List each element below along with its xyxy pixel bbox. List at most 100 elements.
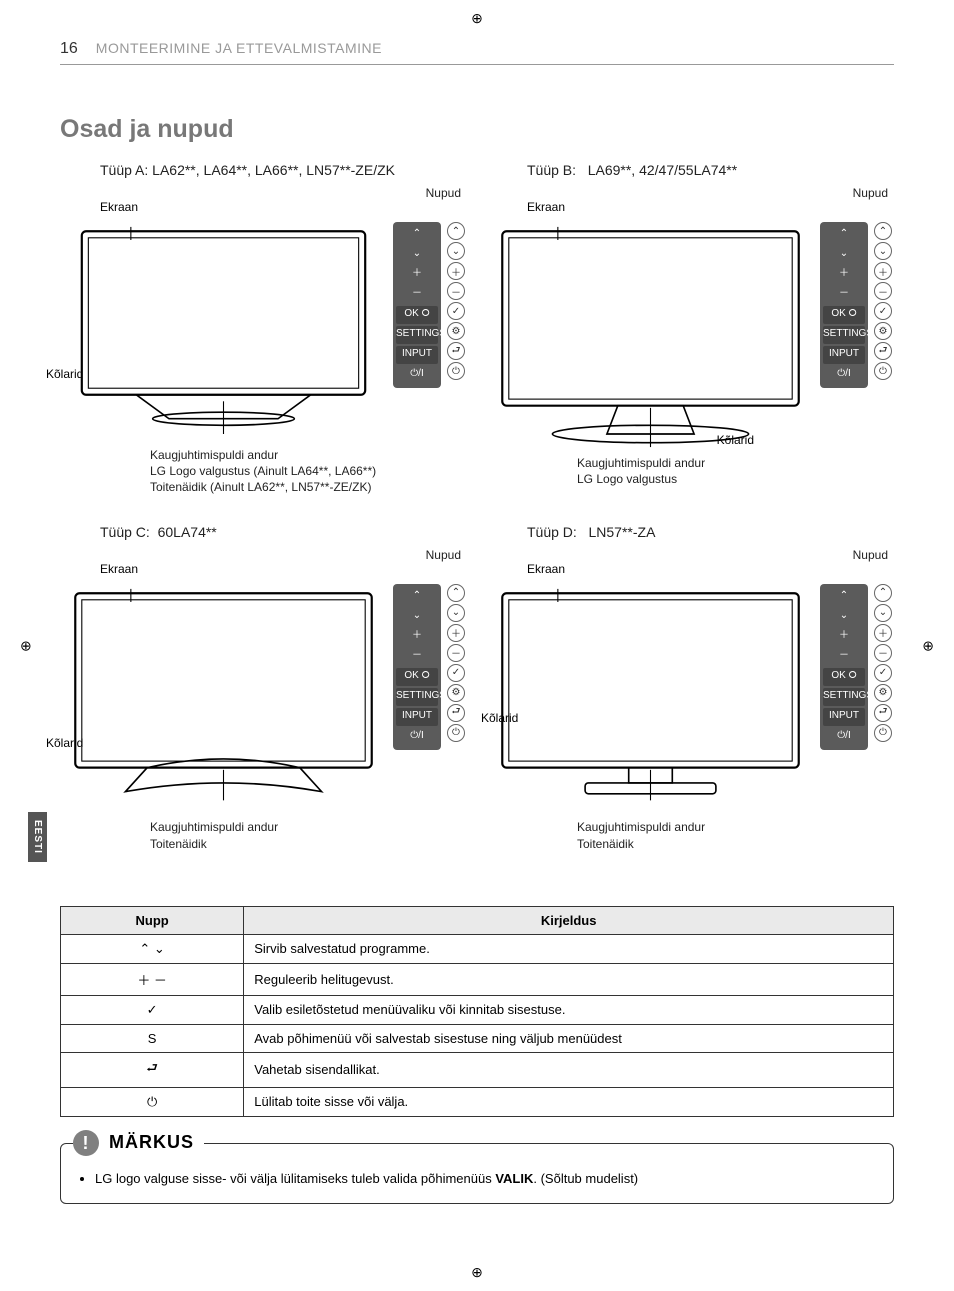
lead-settings-icon: ⚙ bbox=[447, 322, 465, 340]
tv-c-illustration bbox=[60, 578, 387, 807]
btn-settings: SETTINGS bbox=[823, 688, 865, 706]
type-a-ekraan: Ekraan bbox=[60, 200, 387, 214]
type-a-nupud: Nupud bbox=[60, 186, 467, 200]
lead-power-icon: ⏻ bbox=[447, 724, 465, 742]
cell-desc: Sirvib salvestatud programme. bbox=[244, 934, 894, 963]
type-c-models: 60LA74** bbox=[158, 524, 217, 540]
note-icon: ! bbox=[73, 1130, 99, 1156]
type-b-below-2: LG Logo valgustus bbox=[577, 471, 894, 487]
leader-col-a: ⌃ ⌄ ＋ － ✓ ⚙ ⮐ ⏻ bbox=[447, 222, 467, 380]
btn-up: ⌃ bbox=[823, 588, 865, 606]
type-d-below-2: Toitenäidik bbox=[577, 836, 894, 852]
leader-col-b: ⌃ ⌄ ＋ － ✓ ⚙ ⮐ ⏻ bbox=[874, 222, 894, 380]
table-row: ⮐ Vahetab sisendallikat. bbox=[61, 1052, 894, 1087]
type-d-nupud: Nupud bbox=[487, 548, 894, 562]
btn-plus: ＋ bbox=[823, 628, 865, 646]
type-b-ekraan: Ekraan bbox=[487, 200, 814, 214]
btn-down: ⌄ bbox=[396, 246, 438, 264]
btn-minus: － bbox=[396, 286, 438, 304]
type-a-block: Tüüp A: LA62**, LA64**, LA66**, LN57**-Z… bbox=[60, 162, 467, 496]
btn-power: ⏻/I bbox=[823, 366, 865, 384]
type-d-kolarid: Kõlarid bbox=[481, 711, 518, 725]
cell-desc: Reguleerib helitugevust. bbox=[244, 963, 894, 995]
type-d-below: Kaugjuhtimispuldi andur Toitenäidik bbox=[487, 819, 894, 851]
lead-plus-icon: ＋ bbox=[874, 624, 892, 642]
btn-up: ⌃ bbox=[823, 226, 865, 244]
type-b-label: Tüüp B: LA69**, 42/47/55LA74** bbox=[487, 162, 894, 178]
button-column-c: ⌃ ⌄ ＋ － OK ⭘ SETTINGS INPUT ⏻/I bbox=[393, 584, 441, 750]
type-d-prefix: Tüüp D: bbox=[527, 524, 577, 540]
type-d-ekraan: Ekraan bbox=[487, 562, 814, 576]
cell-icon: ✓ bbox=[61, 995, 244, 1024]
th-nupp: Nupp bbox=[61, 906, 244, 934]
lead-up-icon: ⌃ bbox=[874, 222, 892, 240]
cell-desc: Vahetab sisendallikat. bbox=[244, 1052, 894, 1087]
tv-a-illustration bbox=[60, 216, 387, 434]
btn-up: ⌃ bbox=[396, 226, 438, 244]
btn-plus: ＋ bbox=[396, 628, 438, 646]
lead-down-icon: ⌄ bbox=[874, 604, 892, 622]
btn-down: ⌄ bbox=[823, 608, 865, 626]
type-c-prefix: Tüüp C: bbox=[100, 524, 150, 540]
type-c-block: Tüüp C: 60LA74** Nupud Ekraan Kõlarid bbox=[60, 524, 467, 852]
btn-down: ⌄ bbox=[823, 246, 865, 264]
lead-up-icon: ⌃ bbox=[447, 584, 465, 602]
type-a-below-3: Toitenäidik (Ainult LA62**, LN57**-ZE/ZK… bbox=[150, 479, 467, 495]
lead-plus-icon: ＋ bbox=[874, 262, 892, 280]
lead-settings-icon: ⚙ bbox=[447, 684, 465, 702]
lead-ok-icon: ✓ bbox=[447, 664, 465, 682]
lead-input-icon: ⮐ bbox=[874, 704, 892, 722]
type-a-kolarid: Kõlarid bbox=[46, 367, 83, 381]
lead-down-icon: ⌄ bbox=[447, 242, 465, 260]
lead-power-icon: ⏻ bbox=[874, 362, 892, 380]
btn-ok: OK ⭘ bbox=[396, 306, 438, 324]
type-a-prefix: Tüüp A: bbox=[100, 162, 148, 178]
btn-input: INPUT bbox=[823, 346, 865, 364]
btn-input: INPUT bbox=[823, 708, 865, 726]
type-a-below: Kaugjuhtimispuldi andur LG Logo valgustu… bbox=[60, 447, 467, 496]
button-column-a: ⌃ ⌄ ＋ － OK ⭘ SETTINGS INPUT ⏻/I bbox=[393, 222, 441, 388]
note-item: LG logo valguse sisse- või välja lülitam… bbox=[95, 1170, 877, 1189]
lead-plus-icon: ＋ bbox=[447, 624, 465, 642]
btn-ok: OK ⭘ bbox=[823, 306, 865, 324]
table-row: ＋ － Reguleerib helitugevust. bbox=[61, 963, 894, 995]
type-d-below-1: Kaugjuhtimispuldi andur bbox=[577, 819, 894, 835]
type-b-nupud: Nupud bbox=[487, 186, 894, 200]
table-row: ⏻ Lülitab toite sisse või välja. bbox=[61, 1087, 894, 1116]
lead-input-icon: ⮐ bbox=[447, 704, 465, 722]
type-a-below-1: Kaugjuhtimispuldi andur bbox=[150, 447, 467, 463]
cell-icon: ＋ － bbox=[61, 963, 244, 995]
lead-up-icon: ⌃ bbox=[447, 222, 465, 240]
type-d-block: Tüüp D: LN57**-ZA Nupud Ekraan Kõlarid bbox=[487, 524, 894, 852]
lead-ok-icon: ✓ bbox=[447, 302, 465, 320]
page-number: 16 bbox=[60, 40, 78, 58]
page-body: 16 MONTEERIMINE JA ETTEVALMISTAMINE Osad… bbox=[0, 0, 954, 1244]
btn-minus: － bbox=[823, 286, 865, 304]
btn-down: ⌄ bbox=[396, 608, 438, 626]
type-a-label: Tüüp A: LA62**, LA64**, LA66**, LN57**-Z… bbox=[60, 162, 467, 178]
tv-b-illustration bbox=[487, 216, 814, 456]
types-grid: Tüüp A: LA62**, LA64**, LA66**, LN57**-Z… bbox=[60, 162, 894, 880]
btn-input: INPUT bbox=[396, 708, 438, 726]
note-box: ! MÄRKUS LG logo valguse sisse- või välj… bbox=[60, 1143, 894, 1204]
type-c-ekraan: Ekraan bbox=[60, 562, 387, 576]
type-b-block: Tüüp B: LA69**, 42/47/55LA74** Nupud Ekr… bbox=[487, 162, 894, 496]
description-table: Nupp Kirjeldus ⌃ ⌄ Sirvib salvestatud pr… bbox=[60, 906, 894, 1117]
note-list: LG logo valguse sisse- või välja lülitam… bbox=[77, 1170, 877, 1189]
lead-settings-icon: ⚙ bbox=[874, 684, 892, 702]
btn-settings: SETTINGS bbox=[396, 688, 438, 706]
btn-settings: SETTINGS bbox=[396, 326, 438, 344]
type-a-models: LA62**, LA64**, LA66**, LN57**-ZE/ZK bbox=[152, 162, 395, 178]
btn-minus: － bbox=[396, 648, 438, 666]
cell-icon: ⮐ bbox=[61, 1052, 244, 1087]
btn-minus: － bbox=[823, 648, 865, 666]
cell-icon: ⌃ ⌄ bbox=[61, 934, 244, 963]
button-column-d: ⌃ ⌄ ＋ － OK ⭘ SETTINGS INPUT ⏻/I bbox=[820, 584, 868, 750]
type-d-label: Tüüp D: LN57**-ZA bbox=[487, 524, 894, 540]
type-c-nupud: Nupud bbox=[60, 548, 467, 562]
cell-icon: S bbox=[61, 1024, 244, 1052]
btn-power: ⏻/I bbox=[396, 366, 438, 384]
crop-mark-bottom: ⊕ bbox=[471, 1264, 483, 1281]
lead-input-icon: ⮐ bbox=[447, 342, 465, 360]
btn-up: ⌃ bbox=[396, 588, 438, 606]
